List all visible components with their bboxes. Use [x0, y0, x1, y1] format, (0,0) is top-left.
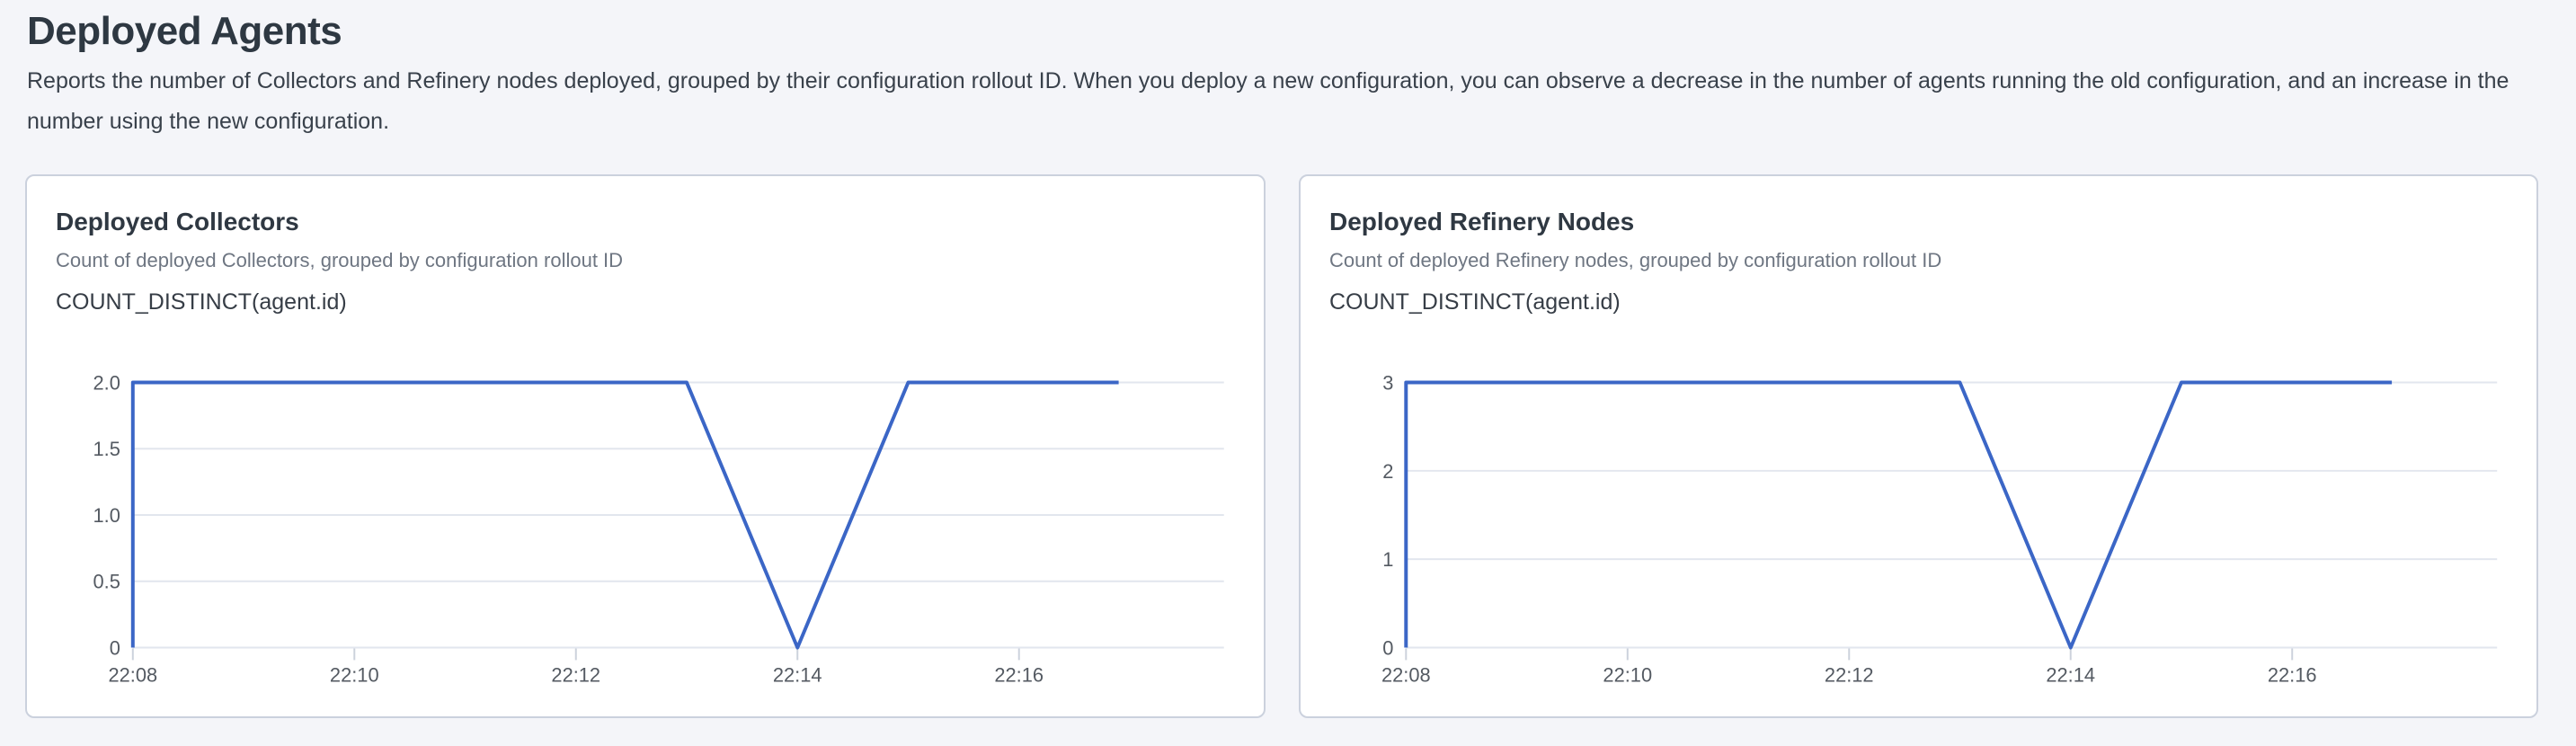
svg-text:22:08: 22:08	[1381, 663, 1431, 686]
svg-text:1.0: 1.0	[93, 504, 120, 527]
collectors-metric-label: COUNT_DISTINCT(agent.id)	[56, 289, 347, 315]
svg-text:22:16: 22:16	[994, 663, 1044, 686]
svg-text:22:14: 22:14	[773, 663, 822, 686]
refinery-metric-label: COUNT_DISTINCT(agent.id)	[1329, 289, 1621, 315]
svg-text:22:12: 22:12	[551, 663, 600, 686]
svg-text:0: 0	[110, 636, 120, 659]
page-title: Deployed Agents	[27, 9, 342, 53]
refinery-chart-subtitle: Count of deployed Refinery nodes, groupe…	[1329, 249, 1942, 271]
svg-text:22:08: 22:08	[108, 663, 157, 686]
svg-text:22:14: 22:14	[2046, 663, 2095, 686]
refinery-line-chart[interactable]: 0 1 2 3 22:08 22:10 22:12 22:14 22:16	[1301, 176, 2536, 716]
svg-text:1: 1	[1382, 548, 1393, 571]
svg-text:22:10: 22:10	[1603, 663, 1652, 686]
refinery-chart-title: Deployed Refinery Nodes	[1329, 208, 1635, 235]
deployed-refinery-nodes-card: Deployed Refinery Nodes Count of deploye…	[1299, 174, 2538, 718]
deployed-collectors-card: Deployed Collectors Count of deployed Co…	[25, 174, 1266, 718]
svg-text:3: 3	[1382, 371, 1393, 394]
page-description: Reports the number of Collectors and Ref…	[27, 68, 2509, 134]
collectors-line-chart[interactable]: 0 0.5 1.0 1.5 2.0 22:08 22:10 22:12 22:14 22:16	[27, 176, 1264, 716]
svg-text:2: 2	[1382, 460, 1393, 483]
svg-text:0: 0	[1382, 636, 1393, 659]
svg-text:1.5: 1.5	[93, 438, 120, 460]
collectors-chart-subtitle: Count of deployed Collectors, grouped by…	[56, 249, 624, 271]
svg-text:0.5: 0.5	[93, 571, 120, 593]
svg-text:22:10: 22:10	[330, 663, 379, 686]
collectors-chart-title: Deployed Collectors	[56, 208, 299, 235]
page-header: Deployed Agents Reports the number of Co…	[27, 9, 2540, 142]
svg-text:22:16: 22:16	[2268, 663, 2317, 686]
svg-text:2.0: 2.0	[93, 371, 120, 394]
svg-text:22:12: 22:12	[1825, 663, 1874, 686]
